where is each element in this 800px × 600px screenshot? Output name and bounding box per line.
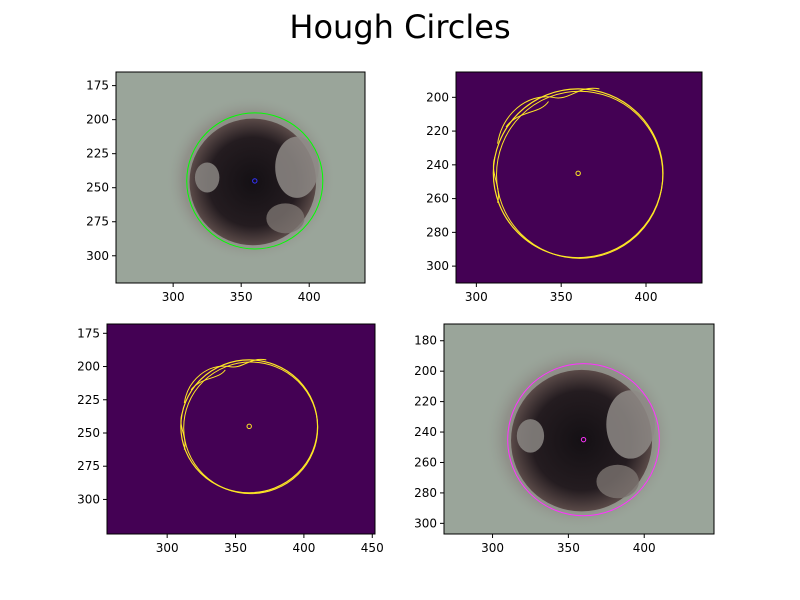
detected-circle bbox=[186, 112, 324, 250]
y-tick-label: 200 bbox=[426, 90, 449, 104]
image-content bbox=[116, 72, 365, 283]
y-tick-label: 280 bbox=[414, 486, 437, 500]
image-content bbox=[456, 72, 702, 283]
y-tick-label: 200 bbox=[77, 360, 100, 374]
center-marker bbox=[252, 178, 258, 184]
hole-inner-highlight bbox=[194, 162, 220, 193]
axes-frame bbox=[115, 71, 366, 284]
x-tick-label: 400 bbox=[292, 541, 315, 555]
panel-top-left: 300 350 400 175 200 225 250 275 300 bbox=[86, 71, 366, 304]
y-tick-label: 280 bbox=[426, 225, 449, 239]
x-tick-label: 400 bbox=[635, 290, 658, 304]
y-tick-label: 300 bbox=[86, 249, 109, 263]
axes-frame bbox=[443, 323, 715, 535]
x-tick-label: 300 bbox=[156, 541, 179, 555]
x-tick-label: 400 bbox=[298, 290, 321, 304]
x-tick-label: 350 bbox=[224, 541, 247, 555]
y-tick-label: 200 bbox=[414, 364, 437, 378]
edge-background bbox=[107, 324, 375, 534]
panel-top-right: 300 350 400 200 220 240 260 280 300 bbox=[426, 71, 703, 304]
y-tick-label: 260 bbox=[414, 455, 437, 469]
y-tick-label: 300 bbox=[77, 492, 100, 506]
panel-bottom-right: 300 350 400 180 200 220 240 260 280 300 bbox=[414, 323, 715, 555]
y-tick-label: 225 bbox=[86, 147, 109, 161]
image-content bbox=[444, 324, 714, 534]
figure-title: Hough Circles bbox=[289, 8, 510, 46]
y-tick-label: 240 bbox=[414, 425, 437, 439]
hole-inner-highlight bbox=[596, 464, 639, 499]
y-tick-label: 275 bbox=[86, 215, 109, 229]
hole-inner-highlight bbox=[606, 390, 655, 459]
y-tick-label: 180 bbox=[414, 334, 437, 348]
center-marker bbox=[575, 170, 581, 176]
y-tick-label: 225 bbox=[77, 393, 100, 407]
x-tick-label: 350 bbox=[230, 290, 253, 304]
y-tick-label: 175 bbox=[77, 326, 100, 340]
edge-irregular-contour bbox=[493, 87, 600, 203]
y-tick-label: 300 bbox=[426, 259, 449, 273]
y-tick-label: 220 bbox=[414, 395, 437, 409]
edge-contour bbox=[183, 361, 319, 495]
y-tick-label: 220 bbox=[426, 124, 449, 138]
image-content bbox=[107, 324, 375, 534]
x-tick-label: 300 bbox=[162, 290, 185, 304]
y-tick-label: 275 bbox=[77, 459, 100, 473]
x-tick-label: 450 bbox=[361, 541, 384, 555]
hole-inner-highlight bbox=[275, 136, 319, 198]
x-tick-label: 350 bbox=[550, 290, 573, 304]
y-tick-label: 250 bbox=[86, 181, 109, 195]
y-tick-label: 300 bbox=[414, 516, 437, 530]
x-tick-label: 300 bbox=[481, 541, 504, 555]
hole-inner-highlight bbox=[266, 203, 305, 234]
y-tick-label: 200 bbox=[86, 113, 109, 127]
center-marker bbox=[246, 423, 252, 430]
y-tick-label: 260 bbox=[426, 192, 449, 206]
y-tick-label: 175 bbox=[86, 79, 109, 93]
x-tick-label: 300 bbox=[465, 290, 488, 304]
panel-bottom-left: 300 350 400 450 175 200 225 250 275 300 bbox=[77, 323, 384, 555]
edge-irregular-contour bbox=[180, 358, 267, 450]
x-tick-label: 350 bbox=[557, 541, 580, 555]
y-tick-label: 240 bbox=[426, 158, 449, 172]
y-tick-label: 250 bbox=[77, 426, 100, 440]
x-tick-label: 400 bbox=[633, 541, 656, 555]
center-marker bbox=[580, 436, 587, 443]
hole-inner-highlight bbox=[516, 419, 545, 453]
axes-frame bbox=[455, 71, 703, 284]
axes-frame bbox=[106, 323, 376, 535]
detected-circle bbox=[507, 363, 660, 517]
